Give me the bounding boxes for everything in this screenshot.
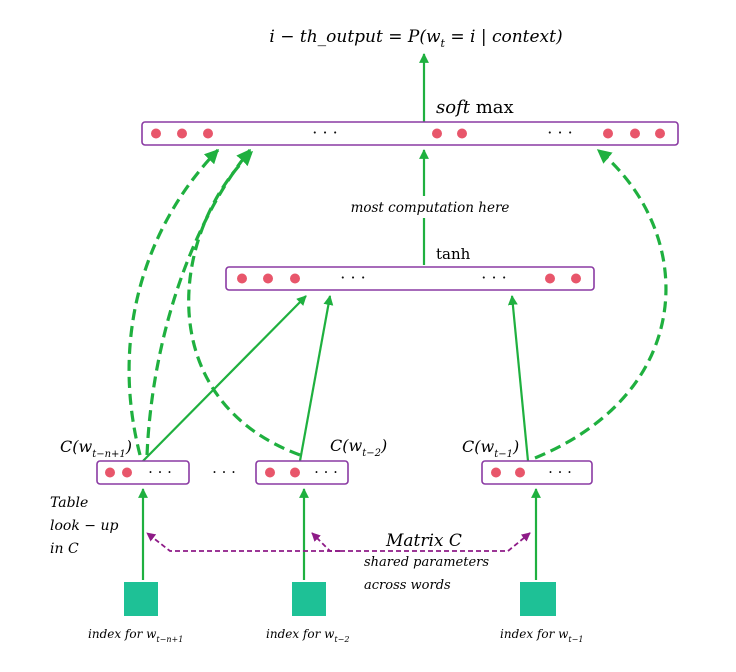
matrix-note-line-2: across words: [364, 578, 451, 593]
emb2-to-softmax-direct: [187, 150, 301, 457]
output-formula: i − th_output = P(wt = i | context): [269, 27, 562, 50]
embedding-unit: [265, 467, 275, 478]
embedding-ellipsis: · · ·: [548, 463, 572, 481]
embedding-unit: [290, 467, 300, 478]
emb3-to-hidden-arrow: [507, 295, 530, 462]
embedding-box-3: · · ·: [481, 460, 593, 485]
emb1-to-hidden-arrow: [142, 295, 307, 462]
softmax-ellipsis-right: · · ·: [547, 123, 572, 142]
matrix-link-right: [340, 532, 531, 552]
embedding-unit: [122, 467, 132, 478]
embedding-unit: [491, 467, 501, 478]
embedding-ellipsis: · · ·: [314, 463, 338, 481]
embedding-box-1: · · ·: [96, 460, 190, 485]
softmax-unit: [177, 128, 187, 139]
matrix-link-left: [146, 532, 340, 552]
index-label-3-subscript: t−1: [568, 635, 583, 644]
embedding-label-2-prefix: C(w: [330, 436, 362, 455]
index-label-2: index for wt−2: [266, 627, 349, 644]
embedding-unit: [105, 467, 115, 478]
table-lookup-line-2: look − up: [50, 518, 118, 534]
emb1-to-softmax-direct-2: [145, 148, 252, 456]
matrix-link-middle: [311, 532, 340, 552]
hidden-ellipsis-left: · · ·: [340, 268, 365, 287]
embedding-label-1-suffix: ): [125, 437, 132, 456]
embedding-label-2-suffix: ): [380, 436, 387, 455]
softmax-unit: [432, 128, 442, 139]
emb2-to-hidden-arrow: [298, 295, 334, 462]
index-label-2-prefix: index for w: [266, 627, 335, 641]
embedding-label-1-subscript: t−n+1: [92, 449, 126, 460]
embedding-label-3: C(wt−1): [462, 437, 519, 460]
embedding-label-2: C(wt−2): [330, 436, 387, 459]
hidden-unit: [237, 273, 247, 284]
index-label-2-subscript: t−2: [334, 635, 349, 644]
table-lookup-note: Table look − up in C: [50, 495, 123, 557]
index-square-3: [520, 582, 556, 616]
softmax-unit: [151, 128, 161, 139]
embedding-unit: [515, 467, 525, 478]
hidden-unit: [290, 273, 300, 284]
between-embeddings-ellipsis: · · ·: [212, 463, 236, 481]
index-label-1-subscript: t−n+1: [156, 635, 183, 644]
hidden-unit: [545, 273, 555, 284]
output-formula-suffix: = i | context): [445, 27, 563, 47]
matrix-note-line-1: shared parameters: [364, 555, 489, 570]
embedding-label-3-subscript: t−1: [494, 449, 513, 460]
embedding-ellipsis: · · ·: [148, 463, 172, 481]
embedding-label-3-suffix: ): [512, 437, 519, 456]
index-square-1: [124, 582, 158, 616]
output-formula-subscript: t: [441, 37, 446, 50]
embedding-label-1: C(wt−n+1): [60, 437, 132, 460]
emb3-to-softmax-direct: [534, 148, 668, 460]
hidden-ellipsis-right: · · ·: [481, 268, 506, 287]
computation-note: most computation here: [351, 200, 510, 216]
hidden-unit: [263, 273, 273, 284]
softmax-ellipsis-left: · · ·: [312, 123, 337, 142]
table-lookup-line-1: Table: [50, 495, 88, 511]
softmax-unit: [630, 128, 640, 139]
softmax-unit: [655, 128, 665, 139]
hidden-layer: · · · · · ·: [225, 266, 595, 291]
tanh-label: tanh: [436, 245, 471, 263]
index-label-3: index for wt−1: [500, 627, 583, 644]
softmax-label-italic: soft: [436, 97, 471, 118]
softmax-unit: [203, 128, 213, 139]
embedding-box-2: · · ·: [255, 460, 349, 485]
emb1-to-softmax-direct-1: [127, 148, 220, 456]
embedding-label-2-subscript: t−2: [362, 448, 381, 459]
matrix-title: Matrix C: [385, 531, 462, 551]
embedding-label-3-prefix: C(w: [462, 437, 494, 456]
index-label-3-prefix: index for w: [500, 627, 569, 641]
hidden-unit: [571, 273, 581, 284]
index-label-1: index for wt−n+1: [88, 627, 183, 644]
softmax-unit: [603, 128, 613, 139]
index-square-2: [292, 582, 326, 616]
output-formula-prefix: i − th_output = P(w: [269, 27, 441, 47]
index-label-1-prefix: index for w: [88, 627, 157, 641]
softmax-layer: · · · · · ·: [141, 121, 679, 146]
softmax-unit: [457, 128, 467, 139]
softmax-label: soft max: [436, 97, 514, 118]
embedding-label-1-prefix: C(w: [60, 437, 92, 456]
softmax-label-normal: max: [470, 97, 514, 118]
table-lookup-line-3: in C: [50, 541, 79, 557]
matrix-note: shared parameters across words: [364, 555, 493, 593]
